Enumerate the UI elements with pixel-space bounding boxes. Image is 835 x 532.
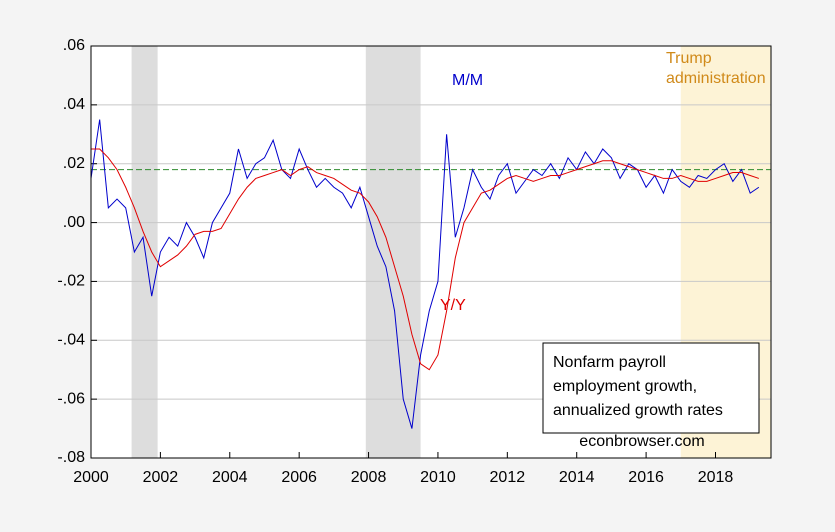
series-label: Y/Y (440, 297, 466, 314)
shaded-region (131, 46, 158, 458)
series-line (90, 119, 760, 429)
x-tick-label: 2006 (281, 469, 317, 486)
y-tick-label: -.06 (57, 390, 85, 407)
y-tick-label: -.02 (57, 273, 85, 290)
x-tick-label: 2014 (559, 469, 595, 486)
textbox-line: Nonfarm payroll (553, 354, 666, 371)
annotation: administration (666, 70, 766, 87)
x-tick-label: 2002 (143, 469, 179, 486)
y-tick-label: .04 (63, 96, 85, 113)
x-tick-label: 2018 (698, 469, 734, 486)
y-tick-label: .06 (63, 37, 85, 54)
x-tick-label: 2000 (73, 469, 109, 486)
textbox-line: employment growth, (553, 378, 697, 395)
annotation: Trump (666, 50, 712, 67)
y-tick-label: -.08 (57, 449, 85, 466)
shaded-region (365, 46, 421, 458)
x-tick-label: 2008 (351, 469, 387, 486)
y-tick-label: .02 (63, 155, 85, 172)
series-label: M/M (452, 72, 483, 89)
frame (90, 45, 772, 459)
x-tick-label: 2012 (490, 469, 526, 486)
series-line (91, 148, 760, 371)
textbox (542, 342, 760, 434)
x-tick-label: 2010 (420, 469, 456, 486)
y-tick-label: .00 (63, 214, 85, 231)
source: econbrowser.com (579, 433, 704, 450)
y-tick-label: -.04 (57, 332, 85, 349)
textbox-line: annualized growth rates (553, 402, 723, 419)
x-tick-label: 2016 (628, 469, 664, 486)
x-tick-label: 2004 (212, 469, 248, 486)
